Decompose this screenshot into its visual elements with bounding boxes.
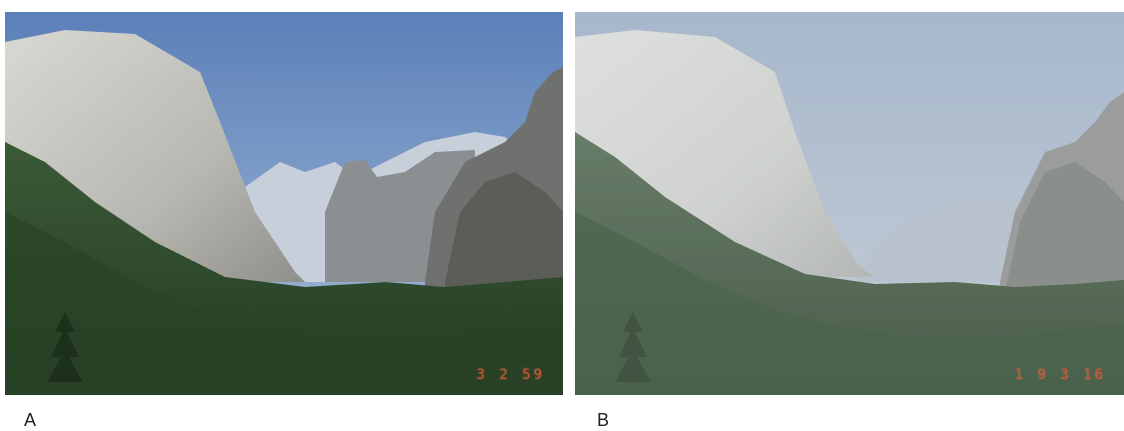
forest-foreground: [575, 212, 1124, 395]
date-stamp: 3 2 59: [476, 367, 545, 383]
foreground-tree: [47, 312, 83, 382]
panel-label-b: B: [597, 410, 610, 430]
valley-photo-clear: [5, 12, 563, 395]
haze-overlay: [575, 12, 1124, 395]
right-cliff-shadow: [1005, 162, 1124, 307]
forest-foreground: [5, 212, 563, 395]
distant-mountains-haze: [855, 197, 1045, 282]
foreground-tree: [615, 312, 651, 382]
photo-clear-valley: 3 2 59: [5, 12, 563, 395]
date-stamp: 1 9 3 16: [1014, 367, 1106, 383]
right-cliff-shadow: [445, 172, 563, 302]
panel-label-a: A: [24, 410, 37, 430]
valley-photo-hazy: [575, 12, 1124, 395]
photo-hazy-valley: 1 9 3 16: [575, 12, 1124, 395]
